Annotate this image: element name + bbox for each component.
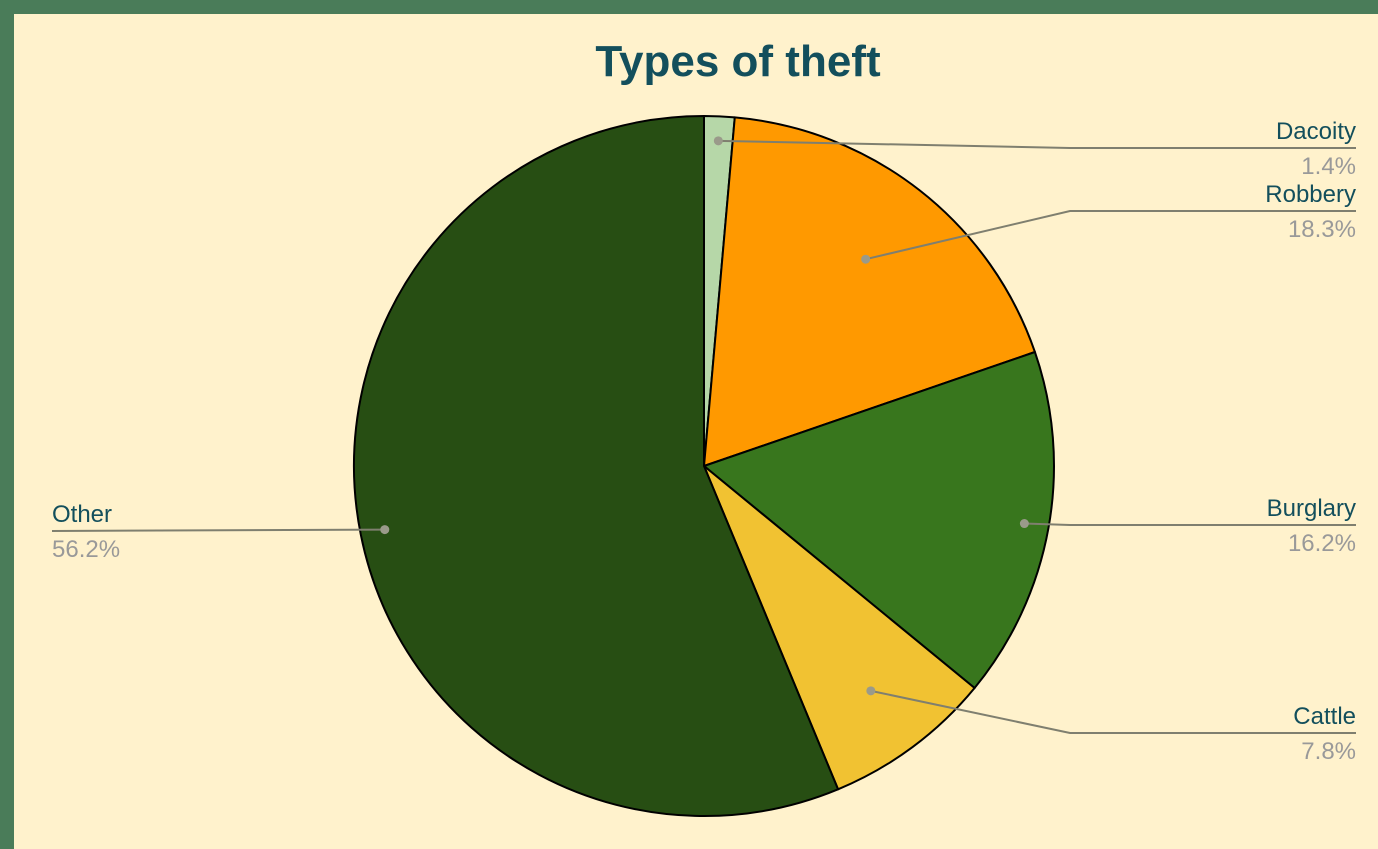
leader-dot-cattle xyxy=(866,686,876,696)
slice-label-other: Other xyxy=(52,501,112,528)
chart-title: Types of theft xyxy=(595,37,881,86)
leader-lines xyxy=(51,136,1356,734)
slice-labels: Dacoity 1.4%Robbery 18.3% Burglary 16.2% Catt… xyxy=(52,118,1356,765)
pie-slice-burglary xyxy=(703,350,1055,690)
pie-slice-robbery xyxy=(703,116,1036,467)
leader-dot-burglary xyxy=(1019,519,1029,529)
slice-percent-other: 56.2% xyxy=(52,536,120,563)
slice-percent-dacoity: 1.4% xyxy=(1301,153,1356,180)
leader-line-dacoity xyxy=(718,139,1356,149)
leader-dot-dacoity xyxy=(713,136,723,146)
leader-dot-robbery xyxy=(861,254,871,264)
pie-slice-other xyxy=(353,115,840,817)
slice-percent-robbery: 18.3% xyxy=(1288,216,1356,243)
slice-label-cattle: Cattle xyxy=(1293,703,1356,730)
leader-line-burglary xyxy=(1024,522,1356,526)
slice-percent-cattle: 7.8% xyxy=(1301,738,1356,765)
leader-line-other xyxy=(51,528,385,532)
slice-label-burglary: Burglary xyxy=(1267,495,1356,522)
slice-percent-burglary: 16.2% xyxy=(1288,530,1356,557)
slice-label-robbery: Robbery xyxy=(1265,181,1356,208)
leader-line-cattle xyxy=(870,689,1356,734)
leader-line-robbery xyxy=(865,210,1356,261)
pie-slices xyxy=(353,115,1055,817)
leader-dot-other xyxy=(380,525,390,535)
pie-slice-cattle xyxy=(703,465,976,791)
slice-label-dacoity: Dacoity xyxy=(1276,118,1356,145)
